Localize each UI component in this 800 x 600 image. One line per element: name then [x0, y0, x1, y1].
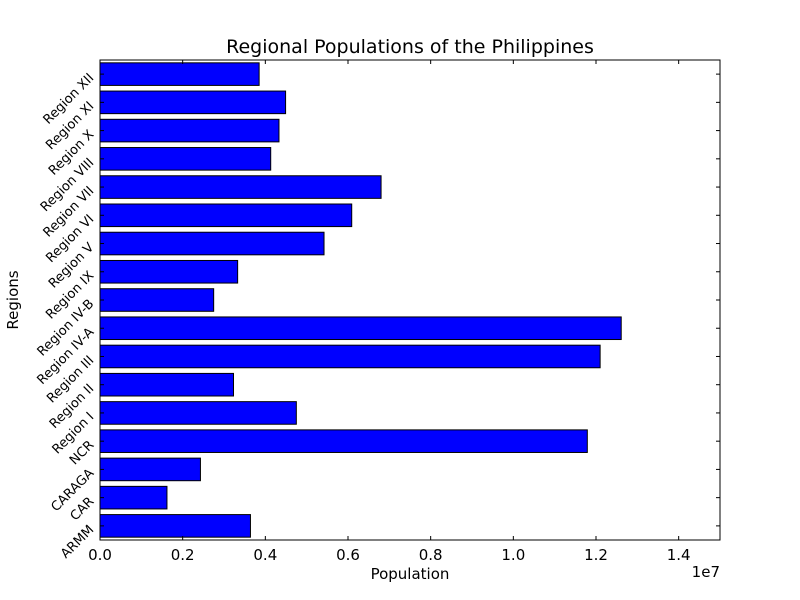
- ticks: [99, 60, 720, 540]
- y-axis-label: Regions: [4, 270, 22, 329]
- bar-region-i: [99, 401, 297, 425]
- bar-region-ii: [99, 372, 235, 397]
- x-tick-label: 1.2: [584, 546, 608, 564]
- chart-title: Regional Populations of the Philippines: [226, 36, 594, 58]
- x-tick-labels: 0.0 0.2 0.4 0.6 0.8 1.0 1.2 1.4: [88, 546, 691, 564]
- bar-region-iv-a: [99, 316, 622, 341]
- bar-region-xii: [99, 62, 260, 86]
- bars: [99, 62, 622, 538]
- x-tick-label: 0.2: [171, 546, 195, 564]
- bar-region-viii: [99, 147, 272, 171]
- bar-region-ix: [99, 259, 239, 284]
- bar-region-vii: [99, 175, 382, 199]
- bar-armm: [99, 514, 251, 538]
- bar-region-iii: [99, 344, 601, 369]
- bar-region-vi: [99, 203, 353, 228]
- x-tick-label: 0.6: [336, 546, 360, 564]
- x-tick-label: 1.0: [501, 546, 525, 564]
- bar-ncr: [99, 429, 588, 453]
- bar-car: [99, 485, 168, 510]
- plot-frame: [99, 59, 721, 541]
- x-offset-label: 1e7: [692, 563, 720, 581]
- x-tick-label: 0.0: [88, 546, 112, 564]
- bar-caraga: [99, 457, 201, 482]
- x-tick-label: 0.4: [253, 546, 277, 564]
- x-tick-label: 1.4: [667, 546, 691, 564]
- x-tick-label: 0.8: [419, 546, 443, 564]
- bar-region-v: [99, 231, 325, 256]
- bar-region-iv-b: [99, 288, 215, 312]
- x-axis-label: Population: [371, 565, 450, 583]
- bar-region-x: [99, 118, 280, 143]
- bar-region-xi: [99, 90, 287, 115]
